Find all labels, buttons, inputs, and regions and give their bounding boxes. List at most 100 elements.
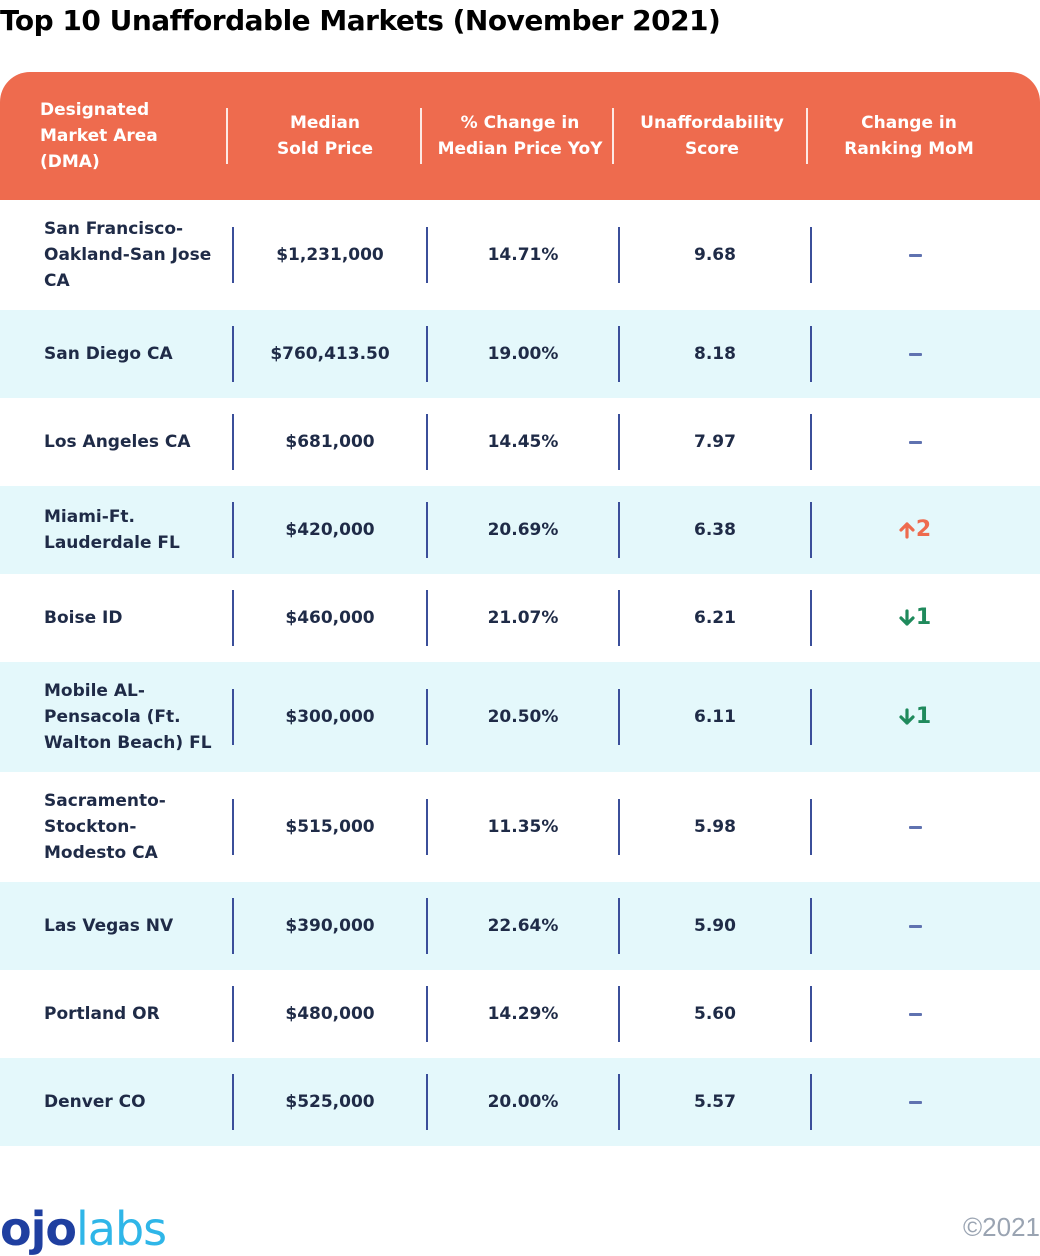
market-name-line: Walton Beach) FL (44, 733, 212, 753)
median-price-cell: $515,000 (285, 817, 375, 837)
column-divider (232, 1074, 234, 1130)
page-title: Top 10 Unaffordable Markets (November 20… (0, 4, 721, 37)
market-name-cell: Boise ID (44, 574, 232, 662)
price-change-cell: 14.29% (487, 1004, 559, 1024)
column-divider (810, 227, 812, 283)
no-change-dash-icon (908, 1012, 922, 1016)
arrow-down-icon (899, 609, 915, 626)
ranking-change-cell: 1 (812, 574, 1018, 662)
table-row: Mobile AL- Pensacola (Ft. Walton Beach) FL… (0, 662, 1040, 772)
column-divider (618, 689, 620, 745)
column-divider (232, 986, 234, 1042)
market-name-line: Modesto CA (44, 843, 158, 863)
column-divider (618, 590, 620, 646)
market-name-line: Sacramento- (44, 791, 166, 811)
column-divider (810, 590, 812, 646)
market-name-line: Miami-Ft. (44, 507, 136, 527)
column-divider (618, 326, 620, 382)
table-row: Los Angeles CA $681,000 14.45% 7.97 (0, 398, 1040, 486)
column-divider (232, 326, 234, 382)
price-change-cell: 22.64% (487, 916, 559, 936)
median-price-cell: $525,000 (285, 1092, 375, 1112)
column-divider (426, 1074, 428, 1130)
market-name-cell: Miami-Ft. Lauderdale FL (44, 486, 232, 574)
median-price-cell: $300,000 (285, 707, 375, 727)
market-name-line: Las Vegas NV (44, 916, 174, 936)
market-name-line: San Francisco- (44, 219, 184, 239)
column-divider (426, 502, 428, 558)
market-name-line: CA (44, 271, 70, 291)
copyright: ©2021 (963, 1212, 1040, 1242)
market-name-line: Mobile AL- (44, 681, 145, 701)
column-divider (232, 227, 234, 283)
column-divider (618, 898, 620, 954)
ranking-change-cell: 2 (812, 486, 1018, 574)
price-change-cell: 11.35% (487, 817, 559, 837)
table-row: Denver CO $525,000 20.00% 5.57 (0, 1058, 1040, 1146)
unaffordability-score-cell: 5.57 (694, 1092, 736, 1112)
market-name-cell: Mobile AL- Pensacola (Ft. Walton Beach) FL (44, 662, 232, 772)
no-change-dash-icon (908, 440, 922, 444)
market-name-line: Stockton- (44, 817, 137, 837)
column-divider (618, 414, 620, 470)
ranking-change-value: 1 (915, 704, 932, 729)
no-change-dash-icon (908, 1100, 922, 1104)
column-divider (426, 590, 428, 646)
ojolabs-logo: ojolabs (0, 1202, 167, 1256)
column-divider (618, 986, 620, 1042)
column-divider (810, 326, 812, 382)
table-row: Miami-Ft. Lauderdale FL $420,000 20.69% 6.38… (0, 486, 1040, 574)
column-divider (426, 414, 428, 470)
median-price-cell: $760,413.50 (270, 344, 390, 364)
market-name-cell: Las Vegas NV (44, 882, 232, 970)
market-name-line: Denver CO (44, 1092, 146, 1112)
table-row: Portland OR $480,000 14.29% 5.60 (0, 970, 1040, 1058)
unaffordability-score-cell: 6.38 (694, 520, 736, 540)
column-divider (426, 799, 428, 855)
price-change-cell: 19.00% (487, 344, 559, 364)
column-divider (232, 898, 234, 954)
column-divider (810, 986, 812, 1042)
median-price-cell: $681,000 (285, 432, 375, 452)
column-divider (426, 689, 428, 745)
market-name-cell: Los Angeles CA (44, 398, 232, 486)
column-header-dma: Designated Market Area (DMA) (40, 100, 158, 172)
table-row: San Diego CA $760,413.50 19.00% 8.18 (0, 310, 1040, 398)
column-divider (232, 799, 234, 855)
price-change-cell: 21.07% (487, 608, 559, 628)
ranking-change-cell: 1 (812, 662, 1018, 772)
median-price-cell: $390,000 (285, 916, 375, 936)
ranking-change-value: 2 (915, 517, 932, 542)
market-name-line: Boise ID (44, 608, 123, 628)
column-header-median-price: Median Sold Price (276, 113, 374, 159)
median-price-cell: $480,000 (285, 1004, 375, 1024)
ranking-change-value: 1 (915, 605, 932, 630)
column-divider (232, 590, 234, 646)
unaffordability-score-cell: 5.60 (694, 1004, 736, 1024)
header-divider (420, 108, 422, 164)
market-name-cell: Denver CO (44, 1058, 232, 1146)
column-divider (232, 689, 234, 745)
rank-down-indicator: 1 (899, 605, 931, 631)
unaffordability-score-cell: 5.90 (694, 916, 736, 936)
ranking-change-cell (812, 310, 1018, 398)
ranking-change-cell (812, 772, 1018, 882)
ranking-change-cell (812, 882, 1018, 970)
table-row: San Francisco- Oakland-San Jose CA $1,231,0… (0, 200, 1040, 310)
market-name-cell: San Francisco- Oakland-San Jose CA (44, 200, 232, 310)
market-name-line: Oakland-San Jose (44, 245, 212, 265)
market-name-line: Los Angeles CA (44, 432, 191, 452)
price-change-cell: 20.50% (487, 707, 559, 727)
column-divider (618, 502, 620, 558)
column-divider (426, 326, 428, 382)
market-name-line: Pensacola (Ft. (44, 707, 181, 727)
unaffordability-score-cell: 8.18 (694, 344, 736, 364)
unaffordability-score-cell: 5.98 (694, 817, 736, 837)
header-divider (806, 108, 808, 164)
ranking-change-cell (812, 970, 1018, 1058)
market-name-cell: Sacramento- Stockton- Modesto CA (44, 772, 232, 882)
table-row: Boise ID $460,000 21.07% 6.21 1 (0, 574, 1040, 662)
market-name-line: Portland OR (44, 1004, 160, 1024)
market-name-line: Lauderdale FL (44, 533, 180, 553)
column-divider (232, 414, 234, 470)
